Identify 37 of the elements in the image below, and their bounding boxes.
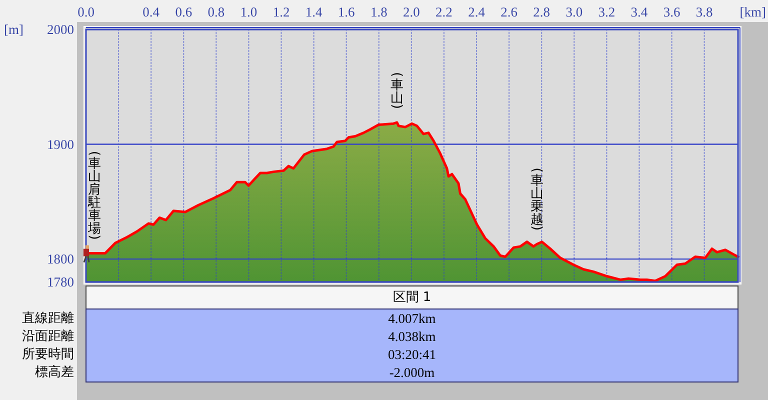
x-tick-label: 1.4 [305,4,322,20]
text: 標高差 [35,364,74,380]
x-axis-title: [km] [740,4,766,20]
y-tick-label: 1800 [47,252,74,267]
x-tick-label: 3.6 [663,4,680,20]
text: 直線距離 [22,311,74,326]
x-tick-label: 2.8 [533,4,550,20]
text: 4.007km [388,311,436,326]
y-axis-title: [m] [4,22,24,37]
x-tick-label: 2.4 [468,4,486,20]
y-tick-label: 1780 [47,274,74,290]
x-tick-label: 1.0 [240,4,258,20]
text: 所要時間 [22,347,74,362]
x-tick-label: 0.4 [142,4,160,20]
text: 区間 1 [392,290,432,305]
x-tick-label: 0.6 [175,4,192,20]
text: 4.038km [388,329,436,344]
annotation: (車山乗越) [528,168,544,231]
annotation: (車山) [388,72,404,109]
x-tick-label: 1.2 [272,4,290,20]
x-tick-label: 1.8 [370,4,388,20]
y-tick-label: 1900 [47,136,74,152]
y-tick-label: 2000 [47,22,74,37]
text: 沿面距離 [22,329,74,344]
x-tick-label: 3.8 [696,4,714,20]
x-tick-label: 0.8 [208,4,225,20]
annotation: (車山肩駐車場) [86,150,102,240]
x-tick-label: 2.6 [500,4,518,20]
x-tick-label: 0.0 [78,4,95,20]
x-tick-label: 1.6 [338,4,356,20]
x-tick-label: 2.2 [436,4,452,20]
text: 03:20:41 [388,347,436,362]
x-tick-label: 2.0 [402,4,420,20]
text: -2.000m [389,365,436,380]
x-tick-label: 3.2 [598,4,616,20]
x-tick-label: 3.4 [630,4,648,20]
x-tick-label: 3.0 [566,4,583,20]
